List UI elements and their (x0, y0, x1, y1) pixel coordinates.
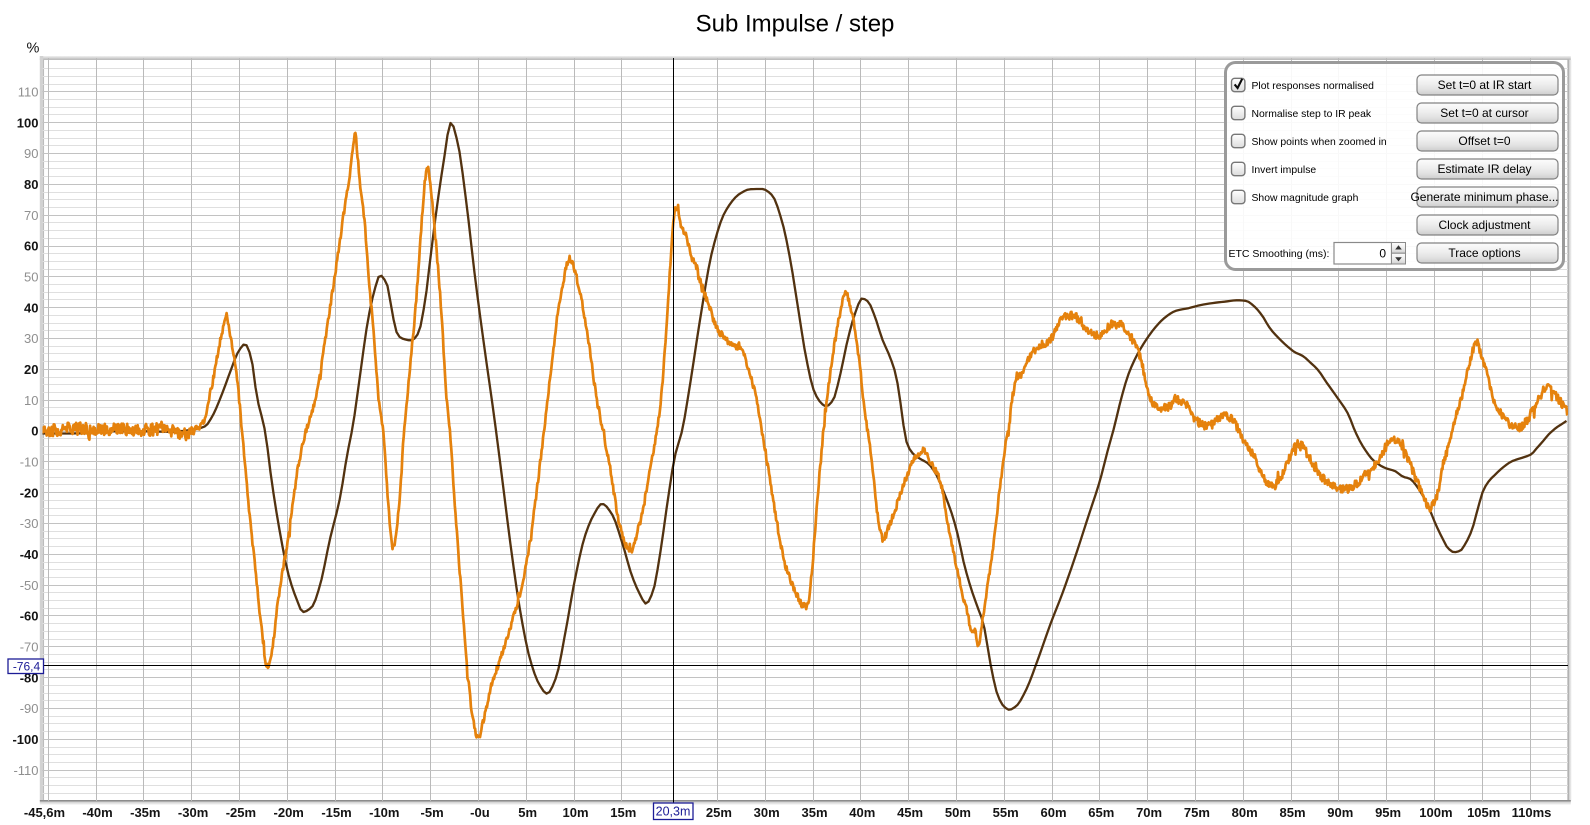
svg-text:75m: 75m (1184, 805, 1210, 820)
svg-text:90: 90 (24, 146, 38, 161)
svg-text:-20m: -20m (274, 805, 304, 820)
svg-text:105m: 105m (1467, 805, 1500, 820)
svg-text:70: 70 (24, 208, 38, 223)
svg-text:100m: 100m (1419, 805, 1452, 820)
svg-text:-10m: -10m (369, 805, 399, 820)
svg-text:85m: 85m (1279, 805, 1305, 820)
svg-text:-90: -90 (20, 701, 39, 716)
svg-text:110ms: 110ms (1512, 805, 1552, 820)
svg-text:-20: -20 (20, 485, 39, 500)
svg-text:110: 110 (18, 84, 39, 99)
svg-text:-50: -50 (20, 578, 39, 593)
svg-text:70m: 70m (1136, 805, 1162, 820)
svg-text:-70: -70 (20, 639, 39, 654)
svg-text:Set t=0 at IR start: Set t=0 at IR start (1438, 78, 1532, 92)
svg-text:-40: -40 (20, 547, 39, 562)
svg-text:10m: 10m (562, 805, 588, 820)
svg-text:Sub Impulse / step: Sub Impulse / step (696, 11, 895, 38)
svg-text:90m: 90m (1327, 805, 1353, 820)
svg-text:55m: 55m (993, 805, 1019, 820)
svg-text:%: % (27, 41, 40, 57)
svg-text:-30m: -30m (178, 805, 208, 820)
svg-text:-110: -110 (13, 763, 38, 778)
svg-text:65m: 65m (1088, 805, 1114, 820)
svg-text:40: 40 (24, 300, 38, 315)
svg-text:35m: 35m (801, 805, 827, 820)
svg-text:Show magnitude graph: Show magnitude graph (1252, 193, 1359, 204)
svg-text:-25m: -25m (226, 805, 256, 820)
svg-text:-45,6m: -45,6m (24, 805, 65, 820)
svg-text:80m: 80m (1232, 805, 1258, 820)
svg-text:-5m: -5m (421, 805, 444, 820)
svg-text:40m: 40m (849, 805, 875, 820)
svg-text:30: 30 (24, 331, 38, 346)
svg-text:Show points when zoomed in: Show points when zoomed in (1252, 137, 1387, 148)
svg-text:-10: -10 (20, 454, 39, 469)
svg-text:20: 20 (24, 362, 38, 377)
svg-text:Invert impulse: Invert impulse (1252, 165, 1317, 176)
svg-text:-15m: -15m (321, 805, 351, 820)
svg-text:-76,4: -76,4 (13, 660, 41, 674)
svg-text:Generate minimum phase...: Generate minimum phase... (1410, 190, 1558, 204)
svg-text:Clock adjustment: Clock adjustment (1438, 218, 1531, 232)
svg-text:0: 0 (1379, 247, 1386, 261)
svg-text:30m: 30m (754, 805, 780, 820)
svg-text:20,3m: 20,3m (656, 805, 691, 819)
svg-text:60: 60 (24, 239, 38, 254)
svg-text:50: 50 (24, 269, 38, 284)
svg-text:60m: 60m (1040, 805, 1066, 820)
svg-text:0: 0 (31, 424, 38, 439)
svg-text:80: 80 (24, 177, 38, 192)
svg-text:-40m: -40m (82, 805, 112, 820)
svg-text:5m: 5m (518, 805, 537, 820)
svg-text:15m: 15m (610, 805, 636, 820)
svg-text:10: 10 (24, 393, 38, 408)
svg-text:-60: -60 (20, 609, 39, 624)
svg-text:Offset t=0: Offset t=0 (1458, 134, 1510, 148)
svg-text:ETC Smoothing (ms):: ETC Smoothing (ms): (1229, 248, 1330, 260)
svg-text:Set t=0 at cursor: Set t=0 at cursor (1440, 106, 1528, 120)
svg-text:25m: 25m (706, 805, 732, 820)
svg-text:45m: 45m (897, 805, 923, 820)
svg-text:-35m: -35m (130, 805, 160, 820)
svg-text:50m: 50m (945, 805, 971, 820)
svg-text:-30: -30 (20, 516, 39, 531)
svg-text:Plot responses normalised: Plot responses normalised (1252, 81, 1375, 92)
svg-text:-0u: -0u (470, 805, 490, 820)
svg-text:Normalise step to IR peak: Normalise step to IR peak (1252, 109, 1372, 120)
svg-text:95m: 95m (1375, 805, 1401, 820)
svg-text:Trace options: Trace options (1448, 246, 1520, 260)
svg-text:100: 100 (17, 115, 39, 130)
svg-text:Estimate IR delay: Estimate IR delay (1437, 162, 1531, 176)
svg-text:-100: -100 (12, 732, 38, 747)
